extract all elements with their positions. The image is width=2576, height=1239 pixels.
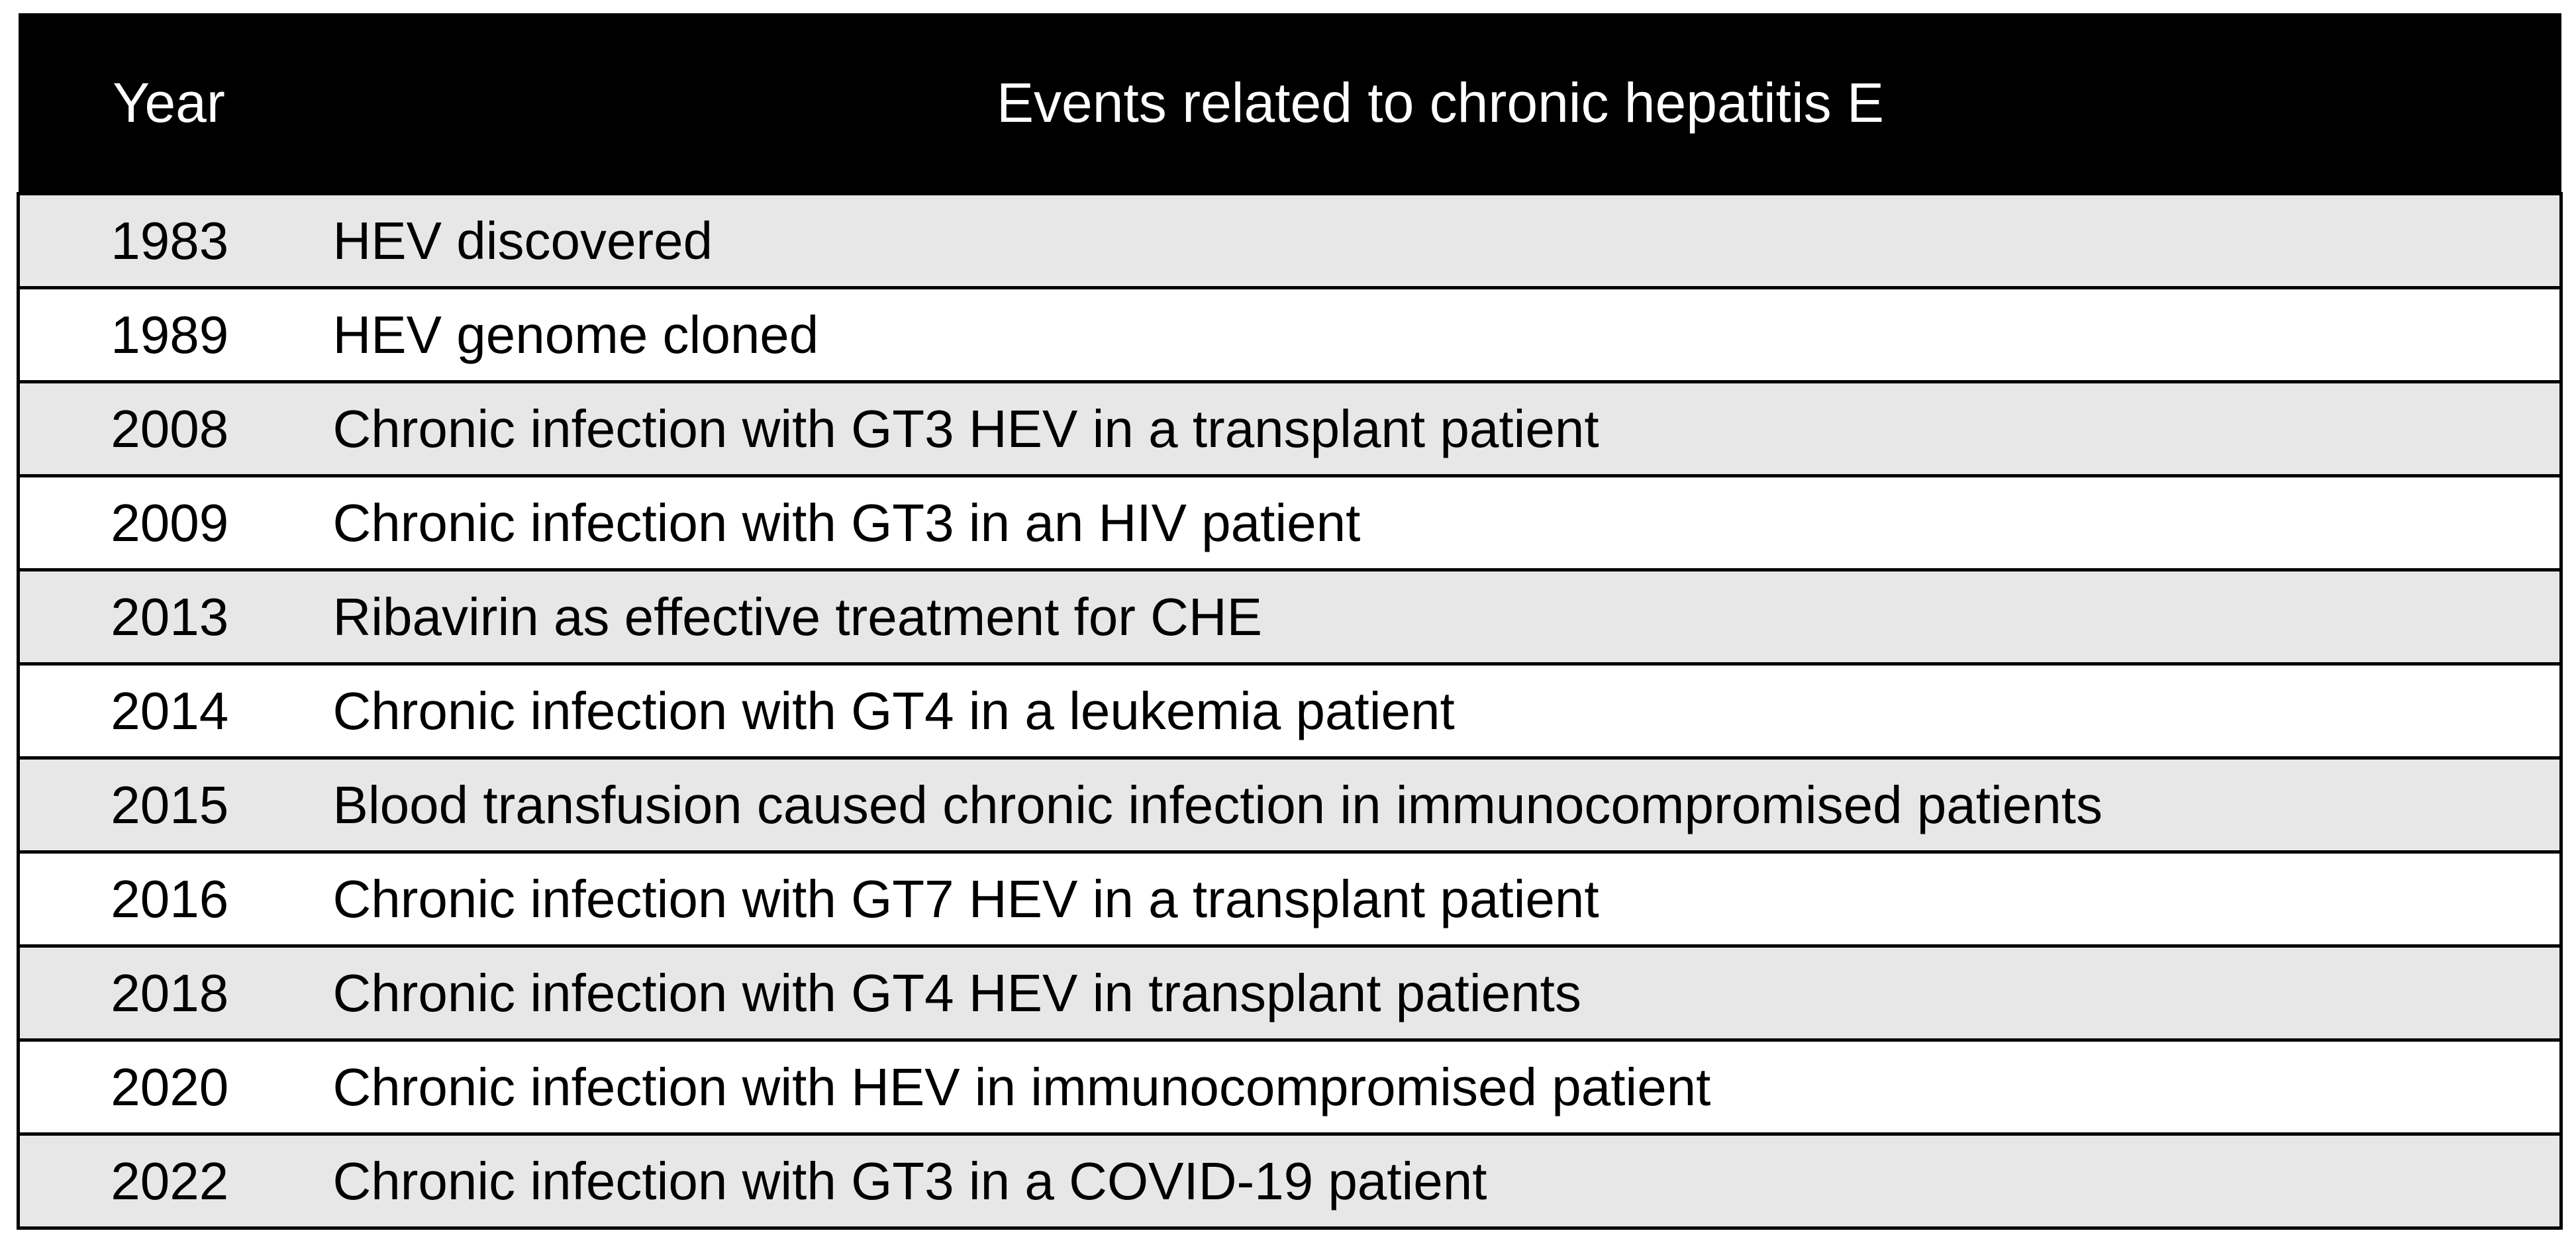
table-row: 2015 Blood transfusion caused chronic inf… bbox=[18, 756, 2561, 854]
header-row: Year Events related to chronic hepatitis… bbox=[18, 13, 2561, 194]
table-row: 2013 Ribavirin as effective treatment for… bbox=[18, 568, 2561, 666]
table-row: 1989 HEV genome cloned bbox=[18, 286, 2561, 383]
year-cell: 2016 bbox=[18, 850, 320, 948]
event-cell: Chronic infection with GT3 in a COVID-19… bbox=[319, 1132, 2561, 1230]
table-row: 2020 Chronic infection with HEV in immuno… bbox=[18, 1038, 2561, 1136]
table-row: 2018 Chronic infection with GT4 HEV in tr… bbox=[18, 944, 2561, 1042]
year-cell: 2015 bbox=[18, 756, 320, 854]
event-cell: Chronic infection with GT4 HEV in transp… bbox=[319, 944, 2561, 1042]
year-cell: 2022 bbox=[18, 1132, 320, 1230]
table-row: 2009 Chronic infection with GT3 in an HIV… bbox=[18, 474, 2561, 571]
event-cell: HEV discovered bbox=[319, 192, 2561, 289]
year-cell: 2009 bbox=[18, 474, 320, 571]
event-cell: Blood transfusion caused chronic infecti… bbox=[319, 756, 2561, 854]
header-cell: Events related to chronic hepatitis E bbox=[319, 13, 2561, 194]
table-row: 2016 Chronic infection with GT7 HEV in a … bbox=[18, 850, 2561, 948]
table-header: Year Events related to chronic hepatitis… bbox=[18, 13, 2561, 194]
table-row: 2008 Chronic infection with GT3 HEV in a … bbox=[18, 380, 2561, 477]
year-cell: 2014 bbox=[18, 662, 320, 760]
header-cell: Year bbox=[18, 13, 320, 194]
year-cell: 2020 bbox=[18, 1038, 320, 1136]
table-row: 2022 Chronic infection with GT3 in a COVI… bbox=[18, 1132, 2561, 1230]
year-cell: 1983 bbox=[18, 192, 320, 289]
table-body: 1983 HEV discovered 1989 HEV genome cloned 2… bbox=[18, 192, 2561, 1230]
event-cell: Chronic infection with GT3 in an HIV pat… bbox=[319, 474, 2561, 571]
event-cell: HEV genome cloned bbox=[319, 286, 2561, 383]
table-row: 1983 HEV discovered bbox=[18, 192, 2561, 289]
events-table: Year Events related to chronic hepatitis… bbox=[17, 13, 2563, 1230]
event-cell: Chronic infection with GT3 HEV in a tran… bbox=[319, 380, 2561, 477]
event-cell: Chronic infection with HEV in immunocomp… bbox=[319, 1038, 2561, 1136]
table-row: 2014 Chronic infection with GT4 in a leuk… bbox=[18, 662, 2561, 760]
event-cell: Chronic infection with GT4 in a leukemia… bbox=[319, 662, 2561, 760]
year-cell: 2013 bbox=[18, 568, 320, 666]
year-cell: 2018 bbox=[18, 944, 320, 1042]
event-cell: Ribavirin as effective treatment for CHE bbox=[319, 568, 2561, 666]
event-cell: Chronic infection with GT7 HEV in a tran… bbox=[319, 850, 2561, 948]
year-cell: 2008 bbox=[18, 380, 320, 477]
year-cell: 1989 bbox=[18, 286, 320, 383]
